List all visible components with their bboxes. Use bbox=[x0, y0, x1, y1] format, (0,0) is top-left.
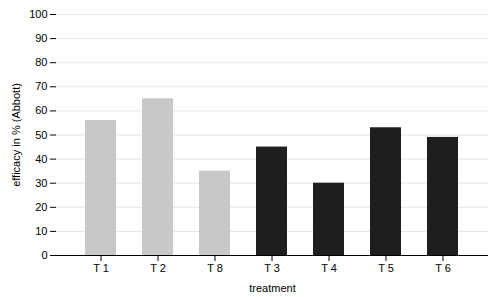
svg-text:T 1: T 1 bbox=[93, 262, 109, 274]
svg-text:10: 10 bbox=[35, 225, 47, 237]
svg-text:100: 100 bbox=[29, 8, 47, 20]
svg-text:70: 70 bbox=[35, 80, 47, 92]
svg-text:90: 90 bbox=[35, 32, 47, 44]
svg-text:T 2: T 2 bbox=[150, 262, 166, 274]
svg-text:20: 20 bbox=[35, 201, 47, 213]
svg-text:0: 0 bbox=[41, 249, 47, 261]
svg-text:50: 50 bbox=[35, 129, 47, 141]
svg-text:60: 60 bbox=[35, 104, 47, 116]
svg-text:T 8: T 8 bbox=[207, 262, 223, 274]
svg-text:T 3: T 3 bbox=[264, 262, 280, 274]
svg-text:40: 40 bbox=[35, 153, 47, 165]
svg-text:efficacy in % (Abbott): efficacy in % (Abbott) bbox=[10, 83, 22, 187]
svg-text:treatment: treatment bbox=[249, 282, 295, 294]
svg-text:T 6: T 6 bbox=[435, 262, 451, 274]
svg-text:80: 80 bbox=[35, 56, 47, 68]
svg-text:T 5: T 5 bbox=[378, 262, 394, 274]
svg-text:30: 30 bbox=[35, 177, 47, 189]
svg-text:T 4: T 4 bbox=[321, 262, 337, 274]
